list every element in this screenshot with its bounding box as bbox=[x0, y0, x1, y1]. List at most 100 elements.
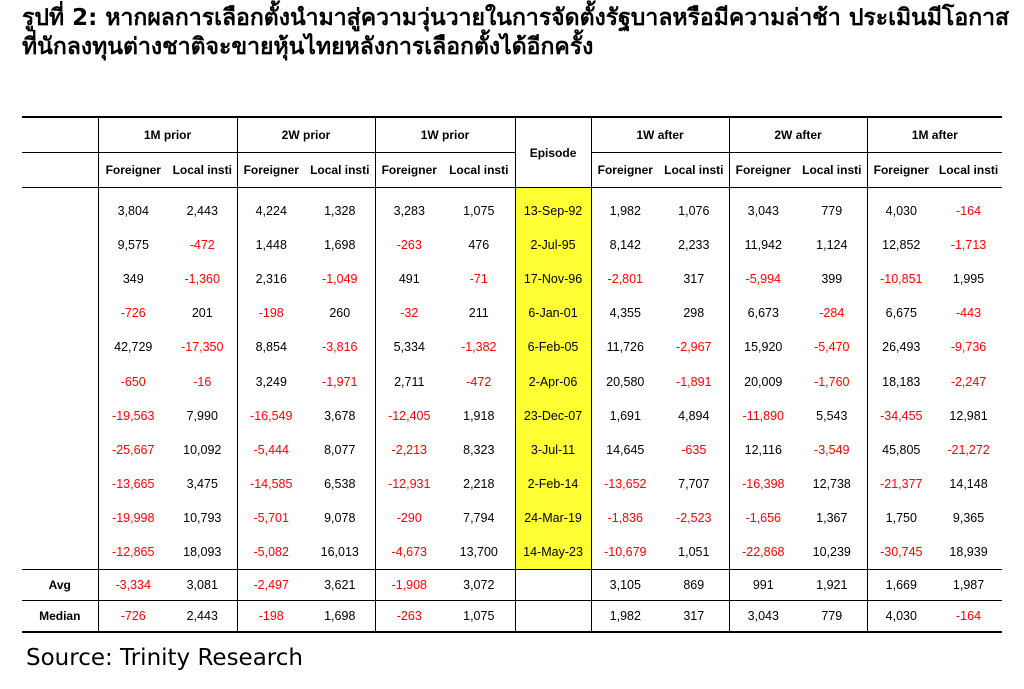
local-insti-flow-cell: 1,124 bbox=[816, 238, 848, 253]
foreigner-flow-cell: 1,982 bbox=[609, 204, 641, 219]
table-row: 3,804 2,443 4,224 1,328 3,283 1,075 13-Sep-92 1… bbox=[22, 187, 1002, 229]
local-insti-flow-cell: 10,092 bbox=[183, 442, 222, 457]
foreigner-flow-cell: 3,804 bbox=[97, 187, 168, 229]
foreigner-flow-cell: 4,030 bbox=[866, 187, 936, 229]
foreigner-flow-cell: -5,701 bbox=[236, 500, 305, 535]
foreigner-flow-cell: -1,836 bbox=[607, 510, 643, 525]
foreigner-flow-cell: 6,675 bbox=[866, 296, 936, 331]
local-insti-flow-cell: 1,995 bbox=[952, 272, 985, 287]
flow-table: 1M prior 2W prior 1W prior Episode 1W af… bbox=[22, 116, 1003, 634]
local-insti-flow-cell: -71 bbox=[469, 272, 488, 287]
foreigner-flow-cell: 8,854 bbox=[236, 330, 305, 365]
local-insti-flow-cell: 4,894 bbox=[678, 408, 710, 423]
foreigner-flow-cell: -650 bbox=[97, 364, 168, 399]
episode-date: 6-Feb-05 bbox=[514, 330, 592, 365]
local-insti-flow-cell: 476 bbox=[468, 238, 490, 253]
local-insti-flow-cell: 18,939 bbox=[949, 544, 988, 559]
summary-row: Median -726 2,443 -198 1,698 -263 1,075 1,982 31… bbox=[22, 600, 1003, 634]
row-label-cell bbox=[22, 296, 98, 330]
local-insti-flow-cell: 6,538 bbox=[324, 476, 356, 491]
period-header-2w-after: 2W after bbox=[728, 116, 868, 153]
local-insti-flow-cell: 1,075 bbox=[463, 204, 495, 219]
row-label-cell bbox=[22, 399, 98, 433]
local-insti-flow-cell: -1,971 bbox=[322, 374, 358, 389]
summary-foreigner-cell: 4,030 bbox=[866, 600, 936, 634]
summary-foreigner-cell: 1,982 bbox=[591, 600, 660, 634]
local-insti-flow-cell: 3,475 bbox=[186, 476, 218, 491]
foreigner-flow-cell: -5,994 bbox=[728, 262, 798, 297]
local-insti-flow-cell: -21,272 bbox=[947, 442, 990, 457]
row-label-cell bbox=[22, 501, 98, 535]
sub-header-row: Foreigner Local insti Foreigner Local insti… bbox=[22, 152, 1003, 188]
foreigner-flow-cell: 12,852 bbox=[866, 228, 936, 263]
local-insti-flow-cell: 8,323 bbox=[463, 442, 495, 457]
foreigner-flow-cell: 42,729 bbox=[97, 330, 168, 365]
episode-date: 24-Mar-19 bbox=[514, 500, 592, 535]
local-insti-flow-cell: 9,365 bbox=[952, 510, 985, 525]
local-insti-flow-cell: 298 bbox=[683, 306, 705, 321]
summary-label: Median bbox=[22, 600, 98, 634]
table-row: 9,575 -472 1,448 1,698 -263 476 2-Jul-95 8,142 2… bbox=[22, 228, 1002, 263]
row-label-cell bbox=[22, 467, 98, 501]
foreigner-flow-cell: 14,645 bbox=[606, 442, 645, 457]
foreigner-flow-cell: -10,679 bbox=[604, 544, 647, 559]
local-insti-flow-cell: -3,816 bbox=[322, 340, 358, 355]
local-insti-flow-cell: -1,049 bbox=[322, 272, 358, 287]
foreigner-flow-cell: -16,549 bbox=[236, 398, 305, 433]
foreigner-flow-cell: -726 bbox=[97, 296, 168, 331]
foreigner-flow-cell: -12,865 bbox=[97, 534, 168, 570]
local-insti-flow-cell: -2,523 bbox=[676, 510, 712, 525]
corner-cell bbox=[22, 116, 98, 153]
summary-local-insti-cell: 1,921 bbox=[797, 569, 868, 601]
summary-foreigner-cell: -198 bbox=[236, 600, 305, 634]
foreigner-flow-cell: -21,377 bbox=[866, 466, 936, 501]
episode-date: 17-Nov-96 bbox=[514, 262, 592, 297]
local-insti-flow-cell: 317 bbox=[683, 272, 705, 287]
foreigner-flow-cell: -34,455 bbox=[866, 398, 936, 433]
foreigner-flow-cell: -19,563 bbox=[97, 398, 168, 433]
foreigner-flow-cell: 3,043 bbox=[728, 187, 798, 229]
foreigner-flow-cell: 2,316 bbox=[236, 262, 305, 297]
period-header-row: 1M prior 2W prior 1W prior Episode 1W af… bbox=[22, 116, 1003, 188]
local-insti-flow-cell: -1,760 bbox=[814, 374, 850, 389]
foreigner-flow-cell: 2,711 bbox=[374, 364, 444, 399]
local-insti-flow-cell: 201 bbox=[191, 306, 213, 321]
local-insti-flow-cell: -472 bbox=[466, 374, 492, 389]
summary-local-insti-cell: 1,698 bbox=[305, 600, 376, 634]
summary-row: Avg -3,334 3,081 -2,497 3,621 -1,908 3,072 3,10… bbox=[22, 569, 1003, 601]
period-header-1m-prior: 1M prior bbox=[97, 116, 237, 153]
sub-header-local-insti: Local insti bbox=[168, 152, 237, 188]
summary-foreigner-cell: 991 bbox=[728, 569, 798, 601]
episode-date: 3-Jul-11 bbox=[514, 432, 592, 467]
foreigner-flow-cell: -12,405 bbox=[374, 398, 444, 433]
summary-foreigner-cell: -726 bbox=[97, 600, 168, 634]
local-insti-flow-cell: 2,233 bbox=[678, 238, 710, 253]
foreigner-flow-cell: -19,998 bbox=[97, 500, 168, 535]
table-row: 42,729 -17,350 8,854 -3,816 5,334 -1,382 6-Feb… bbox=[22, 330, 1002, 365]
local-insti-flow-cell: -164 bbox=[956, 204, 982, 219]
summary-foreigner-cell: 1,669 bbox=[866, 569, 936, 601]
foreigner-flow-cell: -4,673 bbox=[374, 534, 444, 570]
summary-local-insti-cell: 869 bbox=[659, 569, 730, 601]
summary-local-insti-cell: 1,987 bbox=[935, 569, 1003, 601]
local-insti-flow-cell: -9,736 bbox=[950, 340, 987, 355]
sub-header-foreigner: Foreigner bbox=[591, 152, 660, 188]
local-insti-flow-cell: 399 bbox=[821, 272, 843, 287]
foreigner-flow-cell: 12,116 bbox=[728, 432, 798, 467]
foreigner-flow-cell: -14,585 bbox=[236, 466, 305, 501]
local-insti-flow-cell: 2,218 bbox=[463, 476, 495, 491]
row-label-cell bbox=[22, 433, 98, 467]
foreigner-flow-cell: -198 bbox=[236, 296, 305, 331]
foreigner-flow-cell: -22,868 bbox=[728, 534, 798, 570]
sub-header-foreigner: Foreigner bbox=[236, 152, 305, 188]
row-label-cell bbox=[22, 535, 98, 570]
foreigner-flow-cell: -30,745 bbox=[866, 534, 936, 570]
foreigner-flow-cell: 8,142 bbox=[609, 238, 641, 253]
local-insti-flow-cell: 13,700 bbox=[459, 544, 498, 559]
local-insti-flow-cell: 10,793 bbox=[183, 510, 222, 525]
local-insti-flow-cell: -1,382 bbox=[461, 340, 497, 355]
corner-cell-lower bbox=[22, 152, 98, 188]
local-insti-flow-cell: 12,738 bbox=[812, 476, 851, 491]
foreigner-flow-cell: 9,575 bbox=[97, 228, 168, 263]
summary-foreigner-cell: -263 bbox=[374, 600, 444, 634]
